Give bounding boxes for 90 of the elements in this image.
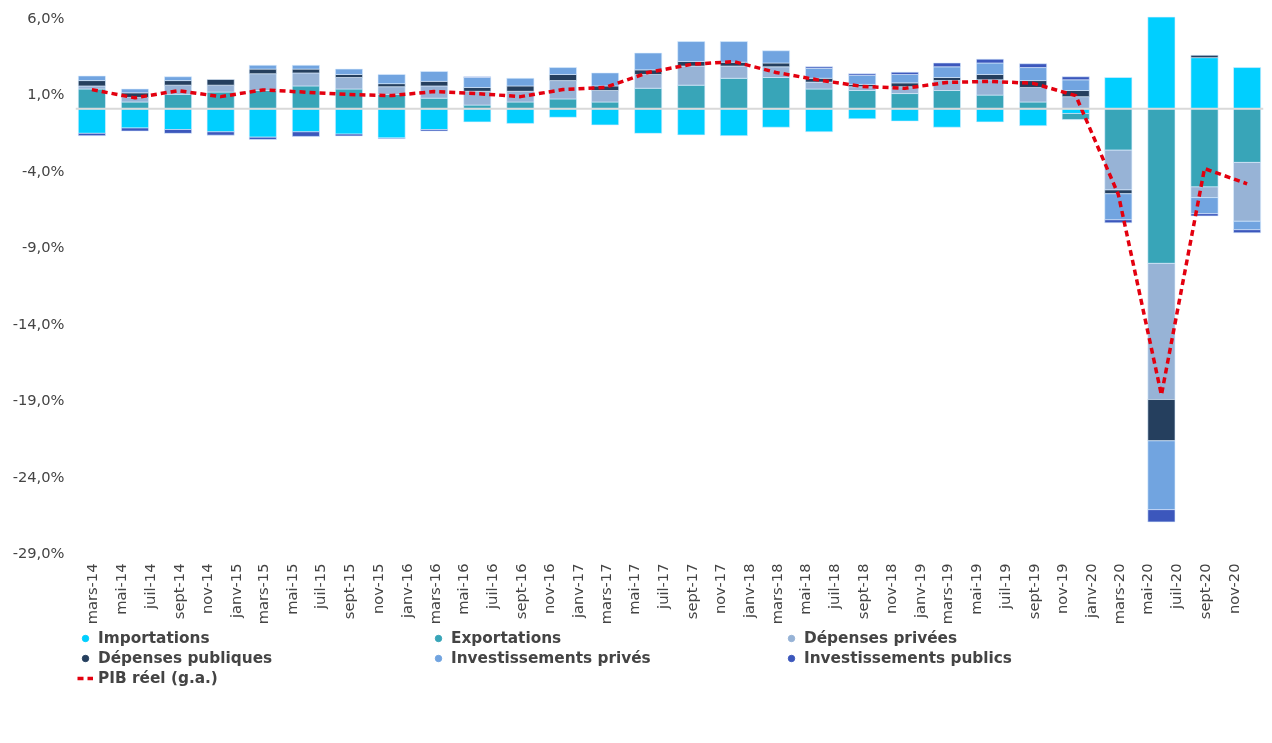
bar [248, 64, 277, 70]
bar [1104, 77, 1133, 110]
legend-label: Importations [98, 629, 211, 647]
bar [761, 108, 791, 128]
bar [719, 108, 748, 137]
bar [890, 108, 919, 122]
x-tick-label: janv-15 [226, 563, 244, 620]
y-tick-label: -19,0% [12, 391, 65, 409]
x-tick-label: janv-20 [1081, 563, 1099, 620]
x-tick-label: mars-14 [83, 563, 101, 625]
x-tick-label: nov-15 [369, 563, 387, 614]
x-tick-label: janv-17 [568, 563, 586, 620]
bar [377, 108, 406, 139]
x-tick-label: sept-15 [340, 563, 358, 620]
x-tick-label: mai-16 [454, 563, 472, 615]
x-tick-label: mars-15 [254, 563, 272, 625]
x-tick-label: juil-15 [311, 563, 329, 610]
x-tick-label: nov-16 [540, 563, 558, 614]
x-tick-label: janv-16 [397, 563, 415, 620]
x-tick-label: sept-16 [511, 563, 529, 620]
bar [1233, 67, 1262, 110]
bar [761, 50, 791, 64]
legend-label: Dépenses publiques [98, 649, 274, 667]
bar [932, 66, 962, 79]
bar [206, 108, 235, 133]
legend-label: Dépenses privées [804, 629, 959, 647]
bar [377, 73, 406, 85]
legend-label: PIB réel (g.a.) [98, 669, 219, 687]
bar [334, 68, 364, 75]
bar [1104, 193, 1133, 221]
bar [463, 108, 492, 123]
x-tick-label: sept-17 [682, 563, 700, 620]
x-tick-label: nov-20 [1224, 563, 1242, 614]
bar [591, 72, 620, 87]
bar [77, 108, 106, 134]
bar [719, 41, 748, 63]
x-tick-label: sept-19 [1024, 563, 1042, 620]
bar [120, 88, 150, 94]
x-tick-label: mai-20 [1138, 563, 1156, 615]
bar [634, 108, 663, 134]
x-tick-label: mars-19 [938, 563, 956, 625]
x-tick-label: juil-14 [140, 563, 158, 610]
bar [163, 76, 193, 82]
x-tick-label: juil-20 [1166, 563, 1184, 610]
x-tick-label: juil-16 [482, 563, 500, 610]
bar [1061, 112, 1090, 121]
y-tick-label: -29,0% [12, 544, 65, 561]
y-tick-label: 1,0% [27, 85, 65, 103]
bar [291, 64, 320, 70]
bar [805, 108, 834, 133]
x-tick-label: mai-14 [111, 563, 129, 615]
legend-label: Exportations [451, 629, 563, 647]
x-tick-label: mars-17 [596, 563, 614, 625]
x-tick-label: mai-15 [282, 563, 300, 615]
x-tick-label: juil-17 [653, 563, 671, 610]
x-tick-label: janv-18 [739, 563, 757, 620]
y-tick-label: -24,0% [12, 467, 65, 485]
x-tick-label: nov-19 [1053, 563, 1071, 614]
bar [1190, 57, 1219, 110]
bar [506, 108, 535, 124]
x-tick-label: nov-17 [711, 563, 729, 614]
bar [463, 77, 492, 88]
x-tick-label: mai-18 [796, 563, 814, 615]
legend-label: Investissements publics [804, 649, 1013, 667]
bar [677, 108, 706, 136]
bar [1147, 16, 1176, 110]
bar [634, 52, 663, 71]
y-tick-label: -14,0% [12, 314, 65, 332]
y-tick-label: -4,0% [21, 161, 65, 179]
x-tick-label: janv-19 [910, 563, 928, 620]
bar [932, 108, 962, 128]
x-tick-label: mars-20 [1109, 563, 1127, 625]
x-tick-label: mai-19 [967, 563, 985, 615]
x-tick-label: sept-18 [853, 563, 871, 620]
x-tick-label: nov-18 [882, 563, 900, 614]
x-tick-label: sept-14 [169, 563, 187, 620]
x-tick-label: mai-17 [625, 563, 643, 615]
y-tick-label: -9,0% [21, 238, 65, 256]
x-tick-label: nov-14 [198, 563, 216, 614]
x-tick-label: juil-19 [995, 563, 1013, 610]
x-tick-label: mars-18 [767, 563, 785, 625]
bar [890, 73, 919, 84]
legend-label: Investissements privés [451, 649, 652, 667]
bar [591, 108, 620, 126]
bar [248, 108, 277, 138]
bar [975, 108, 1005, 123]
y-tick-label: 6,0% [27, 8, 65, 26]
x-tick-label: mars-16 [425, 563, 443, 625]
x-tick-label: juil-18 [824, 563, 842, 610]
x-tick-label: sept-20 [1196, 563, 1213, 620]
